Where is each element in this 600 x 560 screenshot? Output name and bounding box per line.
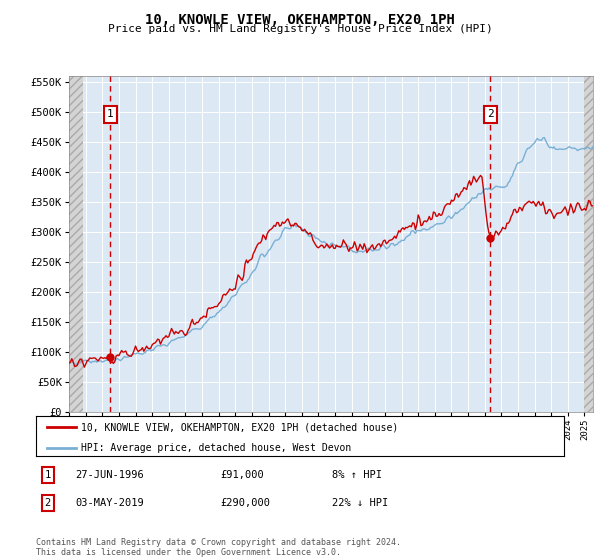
Text: 1: 1	[44, 470, 51, 479]
Text: 1: 1	[107, 109, 114, 119]
Text: £290,000: £290,000	[221, 498, 271, 508]
Bar	[69, 76, 83, 412]
Text: 10, KNOWLE VIEW, OKEHAMPTON, EX20 1PH: 10, KNOWLE VIEW, OKEHAMPTON, EX20 1PH	[145, 13, 455, 27]
Bar	[584, 76, 593, 412]
Text: £91,000: £91,000	[221, 470, 265, 479]
Text: 8% ↑ HPI: 8% ↑ HPI	[332, 470, 382, 479]
Text: Contains HM Land Registry data © Crown copyright and database right 2024.
This d: Contains HM Land Registry data © Crown c…	[36, 538, 401, 557]
Text: 2: 2	[487, 109, 494, 119]
Text: 22% ↓ HPI: 22% ↓ HPI	[332, 498, 388, 508]
Text: 03-MAY-2019: 03-MAY-2019	[76, 498, 145, 508]
Text: Price paid vs. HM Land Registry's House Price Index (HPI): Price paid vs. HM Land Registry's House …	[107, 24, 493, 34]
Text: 10, KNOWLE VIEW, OKEHAMPTON, EX20 1PH (detached house): 10, KNOWLE VIEW, OKEHAMPTON, EX20 1PH (d…	[81, 422, 398, 432]
Text: 2: 2	[44, 498, 51, 508]
Text: HPI: Average price, detached house, West Devon: HPI: Average price, detached house, West…	[81, 442, 351, 452]
Text: 27-JUN-1996: 27-JUN-1996	[76, 470, 145, 479]
